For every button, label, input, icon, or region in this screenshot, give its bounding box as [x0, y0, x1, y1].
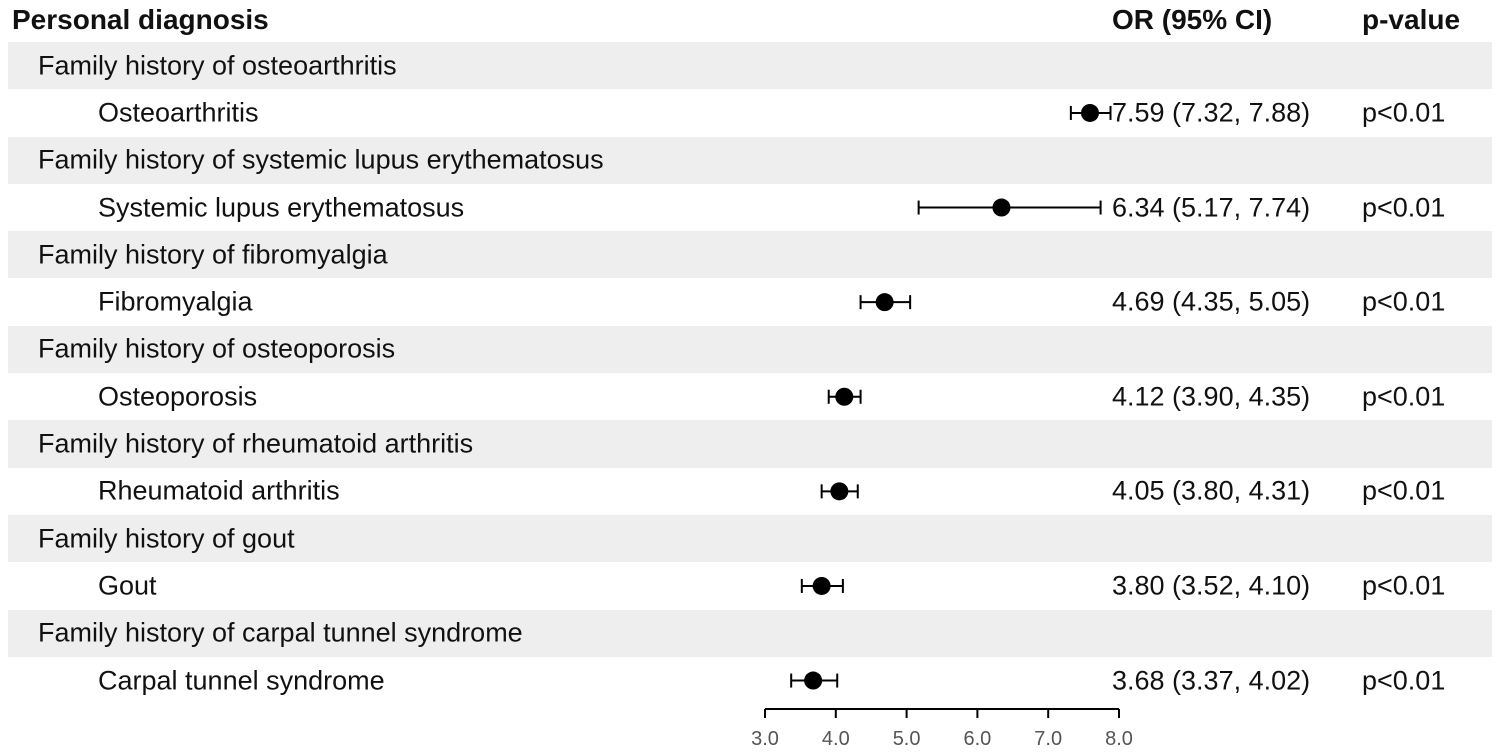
- diagnosis-label: Osteoporosis: [98, 381, 258, 412]
- family-history-label: Family history of osteoarthritis: [38, 50, 397, 81]
- diagnosis-row: Systemic lupus erythematosus 6.34 (5.17, …: [8, 184, 1492, 231]
- diagnosis-row: Gout 3.80 (3.52, 4.10) p<0.01: [8, 562, 1492, 609]
- family-history-label: Family history of systemic lupus erythem…: [38, 144, 604, 175]
- diagnosis-label: Osteoarthritis: [98, 97, 259, 128]
- diagnosis-label: Rheumatoid arthritis: [98, 475, 340, 506]
- estimate-point: [812, 576, 831, 595]
- x-tick-label: 8.0: [1105, 728, 1133, 750]
- family-history-row: Family history of rheumatoid arthritis: [8, 420, 1492, 468]
- family-history-row: Family history of osteoporosis: [8, 325, 1492, 374]
- estimate-point: [804, 671, 823, 690]
- x-tick-label: 4.0: [822, 728, 850, 750]
- p-value: p<0.01: [1362, 570, 1446, 601]
- p-value: p<0.01: [1362, 381, 1446, 412]
- or-ci-value: 7.59 (7.32, 7.88): [1112, 97, 1311, 128]
- family-history-row: Family history of systemic lupus erythem…: [8, 136, 1492, 184]
- or-ci-value: 3.80 (3.52, 4.10): [1112, 570, 1311, 601]
- or-ci-column-header: OR (95% CI): [1112, 4, 1273, 35]
- x-tick-label: 7.0: [1034, 728, 1062, 750]
- estimate-point: [830, 482, 849, 501]
- estimate-point: [992, 198, 1011, 217]
- x-tick-label: 3.0: [751, 728, 779, 750]
- family-history-row: Family history of fibromyalgia: [8, 231, 1492, 279]
- estimate-point: [875, 293, 894, 312]
- x-tick-label: 6.0: [963, 728, 991, 750]
- x-tick-label: 5.0: [893, 728, 921, 750]
- family-history-row: Family history of carpal tunnel syndrome: [8, 609, 1492, 657]
- forest-table: Family history of osteoarthritis Osteoart…: [8, 42, 1492, 704]
- family-history-label: Family history of fibromyalgia: [38, 239, 388, 270]
- or-ci-value: 4.05 (3.80, 4.31): [1112, 475, 1311, 506]
- p-value: p<0.01: [1362, 192, 1446, 223]
- or-ci-value: 4.69 (4.35, 5.05): [1112, 286, 1311, 317]
- diagnosis-label: Systemic lupus erythematosus: [98, 192, 465, 223]
- diagnosis-row: Rheumatoid arthritis 4.05 (3.80, 4.31) p<0…: [8, 468, 1492, 515]
- diagnosis-label: Gout: [98, 570, 157, 601]
- family-history-label: Family history of rheumatoid arthritis: [38, 428, 474, 459]
- diagnosis-row: Osteoarthritis 7.59 (7.32, 7.88) p<0.01: [8, 89, 1492, 136]
- family-history-label: Family history of carpal tunnel syndrome: [38, 617, 523, 648]
- diagnosis-column-header: Personal diagnosis: [12, 4, 269, 35]
- family-history-row: Family history of osteoarthritis: [8, 42, 1492, 90]
- or-ci-value: 6.34 (5.17, 7.74): [1112, 192, 1311, 223]
- pvalue-column-header: p-value: [1362, 4, 1461, 35]
- p-value: p<0.01: [1362, 286, 1446, 317]
- family-history-label: Family history of gout: [38, 523, 295, 554]
- family-history-row: Family history of gout: [8, 514, 1492, 563]
- diagnosis-row: Carpal tunnel syndrome 3.68 (3.37, 4.02) p…: [8, 657, 1492, 704]
- p-value: p<0.01: [1362, 665, 1446, 695]
- p-value: p<0.01: [1362, 475, 1446, 506]
- table-header: Personal diagnosis OR (95% CI) p-value: [0, 0, 1500, 42]
- diagnosis-row: Fibromyalgia 4.69 (4.35, 5.05) p<0.01: [8, 278, 1492, 325]
- or-ci-value: 3.68 (3.37, 4.02): [1112, 665, 1311, 695]
- diagnosis-row: Osteoporosis 4.12 (3.90, 4.35) p<0.01: [8, 373, 1492, 420]
- estimate-point: [1080, 103, 1099, 122]
- diagnosis-label: Carpal tunnel syndrome: [98, 665, 385, 695]
- p-value: p<0.01: [1362, 97, 1446, 128]
- estimate-point: [835, 387, 854, 406]
- diagnosis-label: Fibromyalgia: [98, 286, 253, 317]
- or-ci-value: 4.12 (3.90, 4.35): [1112, 381, 1311, 412]
- family-history-label: Family history of osteoporosis: [38, 333, 396, 364]
